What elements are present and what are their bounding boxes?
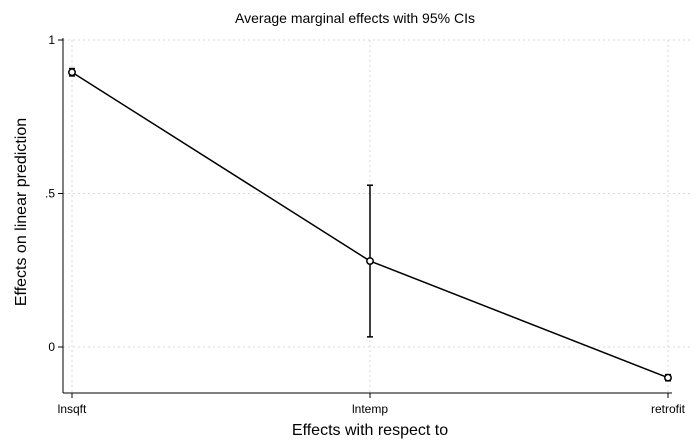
x-tick-label: retrofit: [651, 402, 686, 416]
y-axis-title: Effects on linear prediction: [13, 118, 30, 306]
data-point: [664, 373, 672, 382]
chart-title: Average marginal effects with 95% CIs: [235, 10, 475, 26]
y-tick-label: 1: [48, 33, 55, 47]
x-axis-ticks: lnsqft lntemp retrofit: [58, 393, 686, 416]
y-tick-label: 0: [48, 340, 55, 354]
data-point: [68, 68, 76, 77]
x-axis-title: Effects with respect to: [292, 422, 448, 439]
axes: [62, 38, 672, 394]
y-axis-ticks: 0.51: [45, 33, 63, 354]
data-point: [366, 257, 374, 265]
x-tick-label: lnsqft: [58, 402, 87, 416]
series-effects: [68, 67, 672, 382]
grid-lines: [63, 39, 692, 393]
y-tick-label: .5: [45, 187, 55, 201]
x-tick-label: lntemp: [352, 402, 388, 416]
